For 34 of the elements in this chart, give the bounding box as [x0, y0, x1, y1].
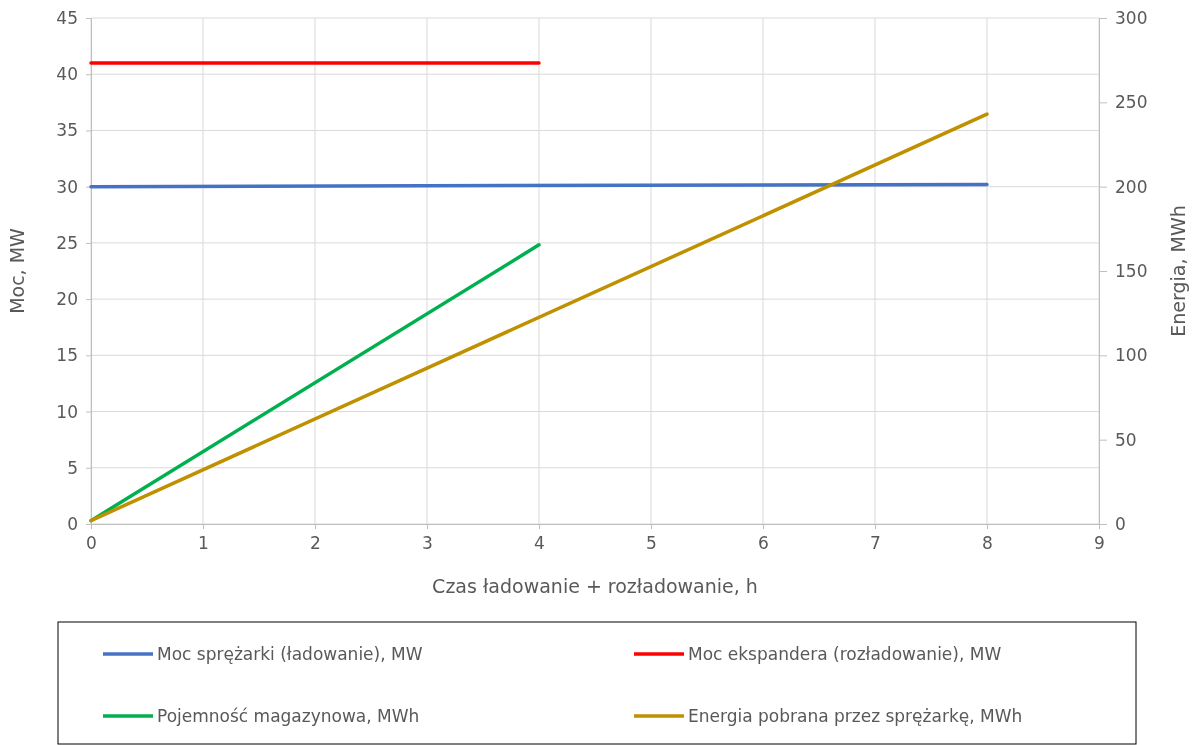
x-tick-label: 5	[646, 533, 657, 554]
y-tick-label: 45	[56, 7, 78, 28]
y-tick-label: 5	[67, 457, 78, 478]
y-tick-label: 0	[67, 513, 78, 534]
y-tick-label: 15	[56, 345, 78, 366]
x-tick-label: 1	[198, 533, 209, 554]
y-tick-label: 35	[56, 120, 78, 141]
x-tick-label: 0	[86, 533, 97, 554]
y-axis-title: Moc, MW	[6, 227, 28, 314]
y-tick-label: 10	[56, 401, 78, 422]
y2-tick-label: 150	[1115, 260, 1148, 281]
y2-tick-label: 250	[1115, 92, 1148, 113]
y2-tick-label: 200	[1115, 176, 1148, 197]
y2-tick-label: 300	[1115, 7, 1148, 28]
x-axis-title: Czas ładowanie + rozładowanie, h	[432, 575, 758, 597]
x-tick-label: 4	[534, 533, 545, 554]
y2-tick-label: 100	[1115, 345, 1148, 366]
y-tick-label: 25	[56, 232, 78, 253]
x-tick-label: 2	[310, 533, 321, 554]
y-tick-label: 30	[56, 176, 78, 197]
y-tick-label: 40	[56, 64, 78, 85]
y2-tick-label: 0	[1115, 513, 1126, 534]
x-tick-label: 3	[422, 533, 433, 554]
legend-label: Energia pobrana przez sprężarkę, MWh	[688, 706, 1023, 726]
y2-axis-title: Energia, MWh	[1167, 205, 1189, 337]
legend-label: Pojemność magazynowa, MWh	[157, 706, 420, 726]
y-tick-label: 20	[56, 289, 78, 310]
x-tick-label: 9	[1094, 533, 1105, 554]
x-tick-label: 8	[982, 533, 993, 554]
legend-label: Moc ekspandera (rozładowanie), MW	[688, 644, 1002, 664]
x-tick-label: 7	[870, 533, 881, 554]
legend-label: Moc sprężarki (ładowanie), MW	[157, 644, 423, 664]
x-tick-label: 6	[758, 533, 769, 554]
y2-tick-label: 50	[1115, 429, 1137, 450]
